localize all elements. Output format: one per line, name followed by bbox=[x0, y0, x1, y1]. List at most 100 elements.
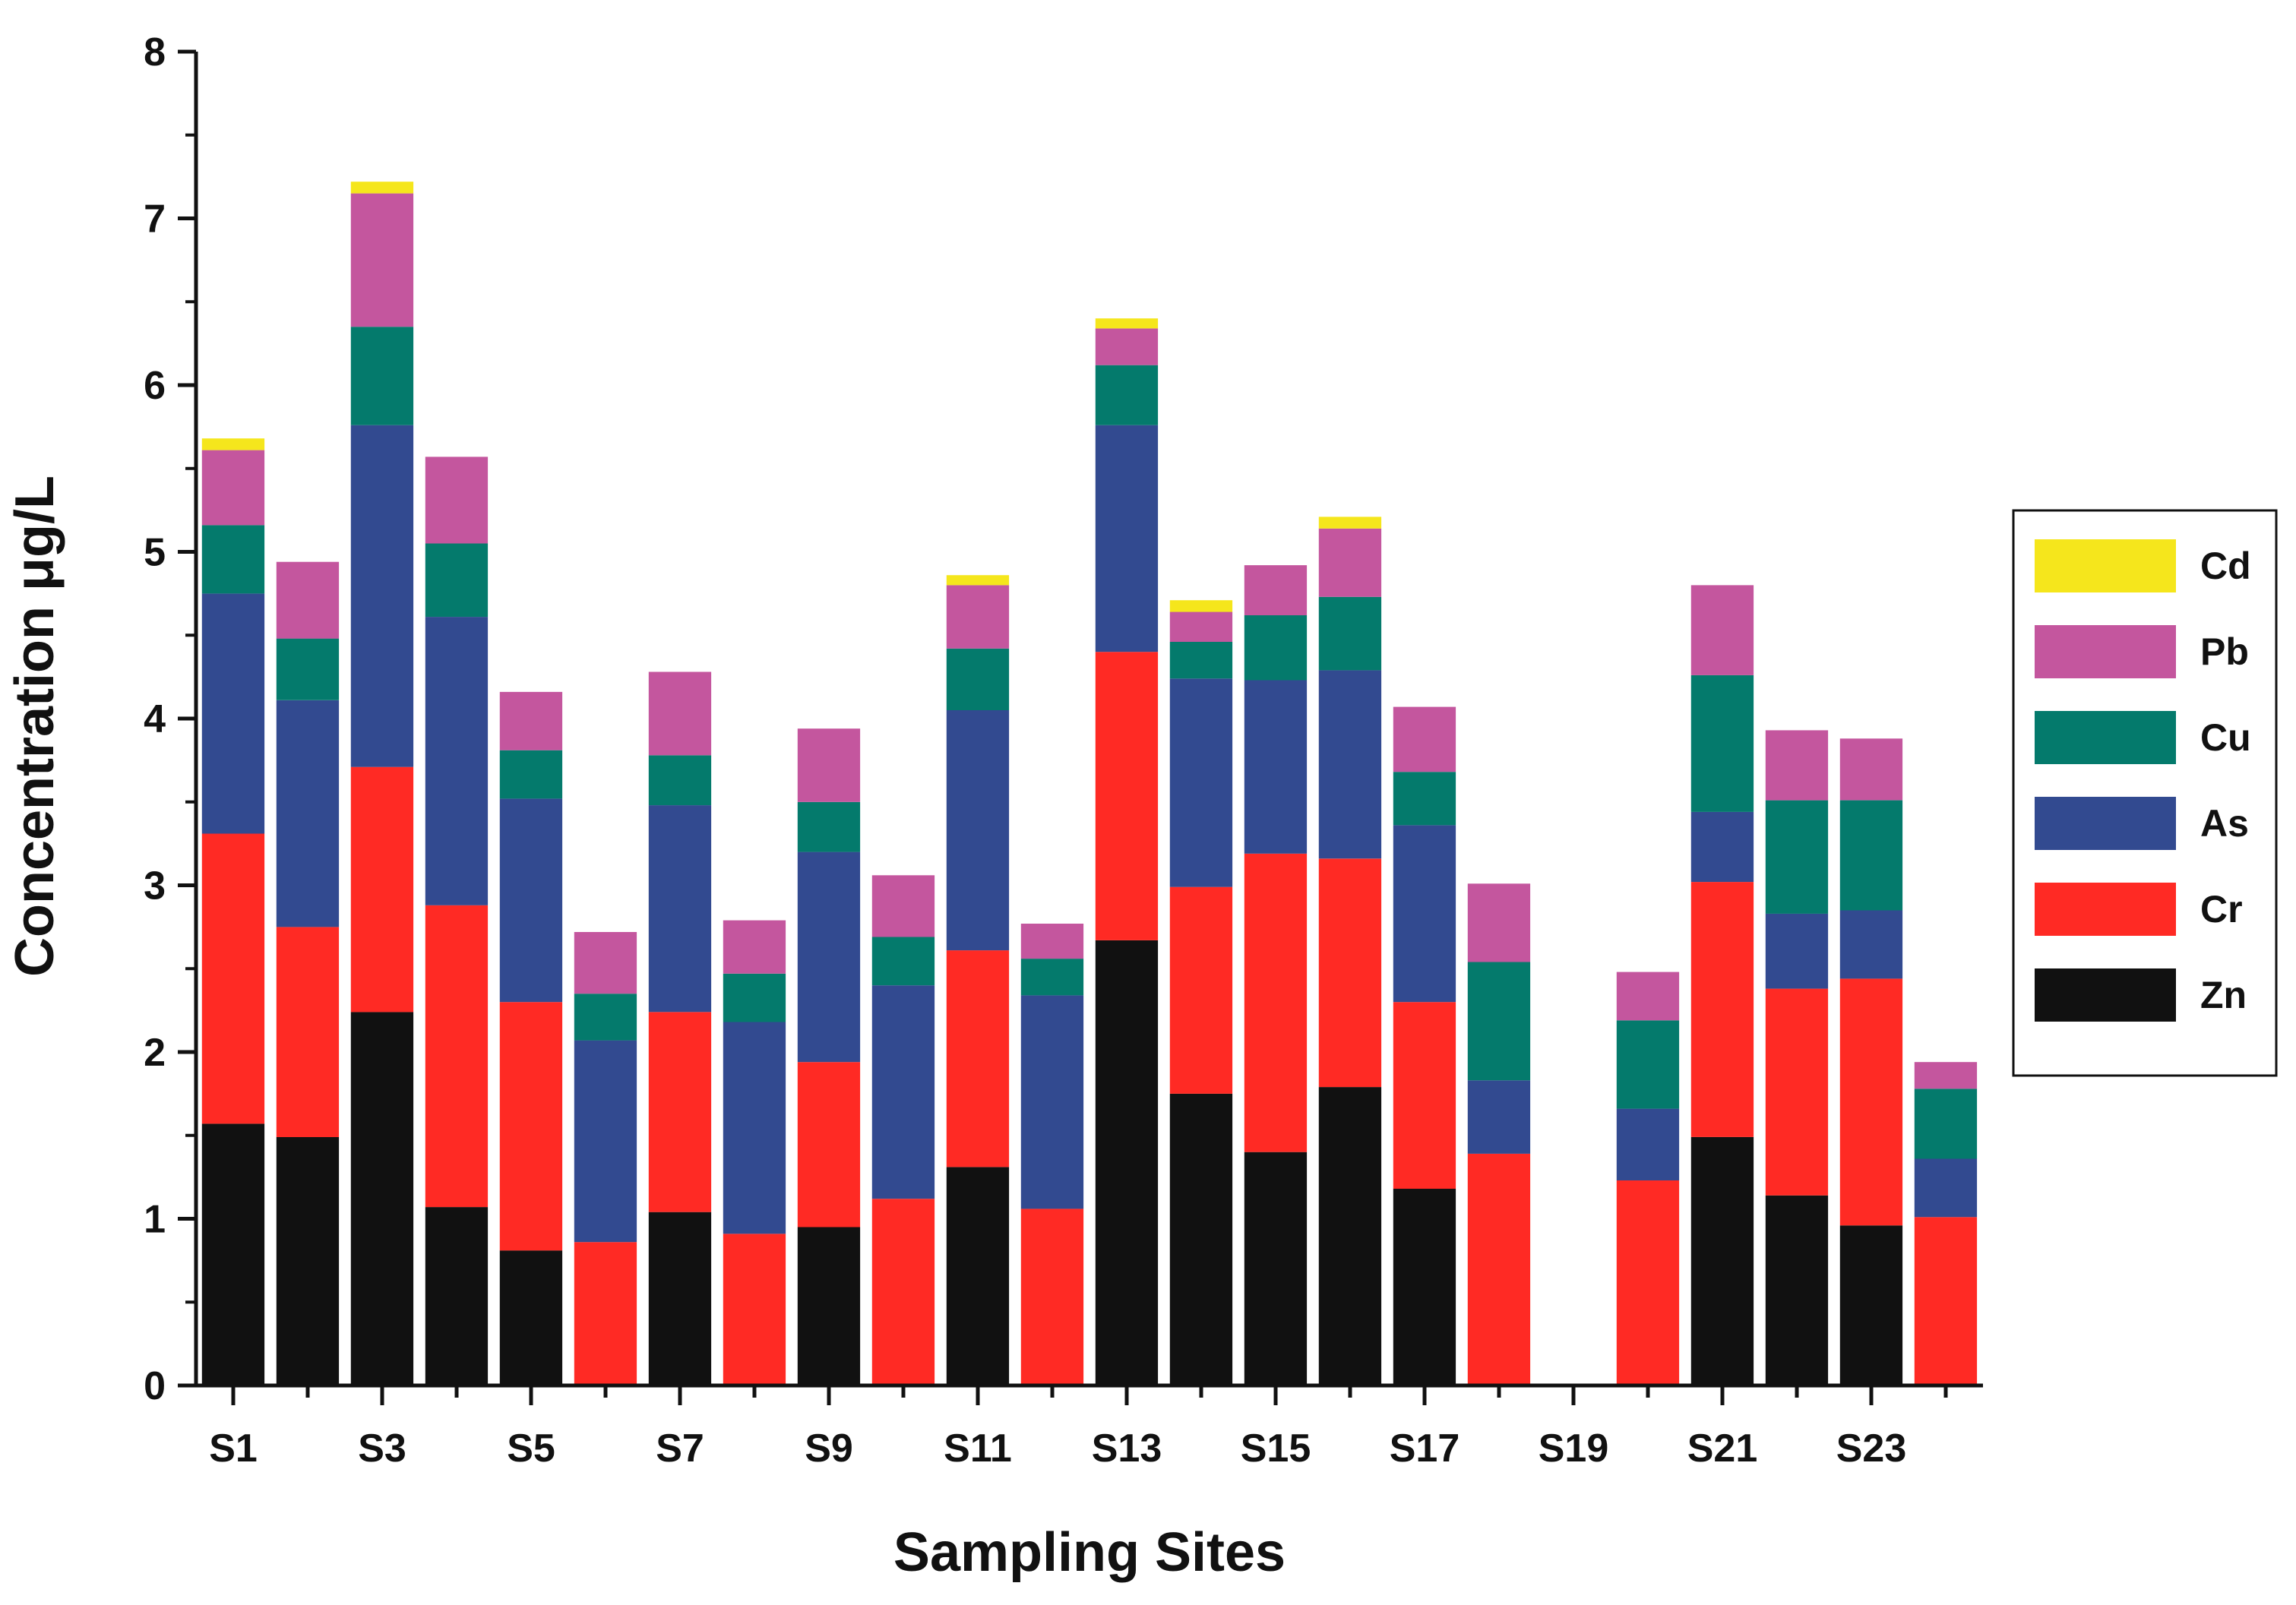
bar-s21-cu bbox=[1690, 675, 1754, 812]
bar-s3-cr bbox=[350, 766, 414, 1013]
bar-s11-cd bbox=[946, 575, 1010, 586]
legend-swatch-cd bbox=[2035, 539, 2176, 592]
bar-s2-zn bbox=[276, 1136, 340, 1385]
bar-s17-as bbox=[1393, 825, 1456, 1003]
bar-s15-zn bbox=[1244, 1152, 1308, 1385]
bar-s8-cu bbox=[723, 973, 786, 1022]
bar-s16-cr bbox=[1318, 858, 1382, 1088]
bar-s20-cr bbox=[1616, 1180, 1680, 1385]
bar-s13-cd bbox=[1095, 318, 1159, 329]
legend-label-cr: Cr bbox=[2200, 888, 2243, 930]
bar-s22-zn bbox=[1765, 1195, 1829, 1385]
bar-s16-cu bbox=[1318, 596, 1382, 671]
legend: Cd Pb Cu As Cr Zn bbox=[2012, 509, 2278, 1077]
bar-s21-pb bbox=[1690, 585, 1754, 675]
bar-s22-cu bbox=[1765, 800, 1829, 914]
x-tick-label: S15 bbox=[1241, 1426, 1311, 1471]
bar-s9-cr bbox=[797, 1062, 861, 1227]
bar-s21-zn bbox=[1690, 1136, 1754, 1385]
bar-s23-as bbox=[1839, 910, 1903, 979]
bar-s4-zn bbox=[425, 1207, 489, 1385]
bar-s6-pb bbox=[574, 932, 637, 994]
y-tick-label: 5 bbox=[144, 531, 166, 575]
bar-s9-zn bbox=[797, 1227, 861, 1385]
x-tick-label: S5 bbox=[507, 1426, 555, 1471]
bar-s20-as bbox=[1616, 1108, 1680, 1180]
bar-s9-cu bbox=[797, 801, 861, 852]
bar-s1-cu bbox=[201, 525, 265, 594]
bar-s14-pb bbox=[1169, 611, 1233, 642]
legend-label-zn: Zn bbox=[2200, 974, 2247, 1016]
bar-s21-as bbox=[1690, 811, 1754, 883]
bar-s23-cr bbox=[1839, 978, 1903, 1226]
bar-s7-cr bbox=[648, 1012, 712, 1212]
bar-s13-as bbox=[1095, 425, 1159, 652]
bar-s23-zn bbox=[1839, 1225, 1903, 1385]
bar-s23-pb bbox=[1839, 738, 1903, 801]
bar-s12-cu bbox=[1020, 959, 1084, 996]
bar-s1-pb bbox=[201, 450, 265, 526]
x-tick-label: S23 bbox=[1836, 1426, 1907, 1471]
y-axis-title: Concentration μg/L bbox=[5, 475, 65, 977]
legend-swatch-cr bbox=[2035, 883, 2176, 936]
bar-s14-cd bbox=[1169, 600, 1233, 612]
x-tick-label: S17 bbox=[1390, 1426, 1460, 1471]
bar-s18-cu bbox=[1467, 962, 1531, 1081]
legend-swatch-pb bbox=[2035, 625, 2176, 678]
y-tick-label: 4 bbox=[144, 697, 166, 741]
bar-s2-cu bbox=[276, 638, 340, 700]
y-tick-label: 0 bbox=[144, 1364, 166, 1408]
bar-s1-zn bbox=[201, 1123, 265, 1385]
y-ticks-group: 0 1 2 3 4 5 6 7 8 bbox=[144, 30, 196, 1408]
x-tick-label: S3 bbox=[358, 1426, 406, 1471]
bar-s15-pb bbox=[1244, 565, 1308, 615]
x-tick-label: S13 bbox=[1092, 1426, 1162, 1471]
bar-s4-pb bbox=[425, 457, 489, 544]
bar-s12-as bbox=[1020, 995, 1084, 1209]
y-tick-label: 3 bbox=[144, 864, 166, 908]
x-axis-title: Sampling Sites bbox=[893, 1522, 1286, 1583]
bar-s10-pb bbox=[871, 875, 935, 937]
bar-s11-cr bbox=[946, 950, 1010, 1167]
legend-swatch-zn bbox=[2035, 968, 2176, 1022]
x-ticks-group: S1 S3 S5 S7 S9 S11 S13 S15 S17 S19 S21 S23 bbox=[209, 1385, 1948, 1471]
x-tick-label: S19 bbox=[1539, 1426, 1609, 1471]
bar-s5-cu bbox=[499, 750, 563, 799]
legend-swatch-as bbox=[2035, 797, 2176, 850]
y-tick-label: 8 bbox=[144, 30, 166, 74]
bar-s4-cu bbox=[425, 543, 489, 618]
legend-swatch-cu bbox=[2035, 711, 2176, 764]
y-tick-label: 6 bbox=[144, 364, 166, 408]
x-tick-label: S9 bbox=[805, 1426, 853, 1471]
bar-s3-pb bbox=[350, 193, 414, 327]
bar-s18-cr bbox=[1467, 1153, 1531, 1385]
bar-s11-zn bbox=[946, 1167, 1010, 1385]
bar-s5-cr bbox=[499, 1002, 563, 1251]
bar-s24-as bbox=[1914, 1158, 1978, 1218]
bar-s1-cr bbox=[201, 833, 265, 1124]
bar-s2-as bbox=[276, 700, 340, 927]
bar-s12-pb bbox=[1020, 924, 1084, 959]
bar-s14-cu bbox=[1169, 642, 1233, 679]
bar-s1-cd bbox=[201, 438, 265, 450]
bar-s12-cr bbox=[1020, 1208, 1084, 1385]
bar-s20-cu bbox=[1616, 1020, 1680, 1109]
bar-s9-pb bbox=[797, 728, 861, 802]
bar-s11-pb bbox=[946, 585, 1010, 649]
bar-s7-zn bbox=[648, 1212, 712, 1385]
bar-s22-as bbox=[1765, 913, 1829, 989]
bar-s22-pb bbox=[1765, 730, 1829, 801]
bar-s3-as bbox=[350, 425, 414, 767]
bar-s16-as bbox=[1318, 670, 1382, 859]
bar-s15-as bbox=[1244, 680, 1308, 854]
bar-s7-pb bbox=[648, 671, 712, 756]
legend-label-as: As bbox=[2200, 802, 2249, 845]
bar-s1-as bbox=[201, 593, 265, 834]
bar-s13-cu bbox=[1095, 365, 1159, 425]
bar-s16-zn bbox=[1318, 1087, 1382, 1385]
bar-s5-pb bbox=[499, 691, 563, 750]
bar-s4-as bbox=[425, 617, 489, 905]
bar-s8-cr bbox=[723, 1234, 786, 1385]
bar-s6-as bbox=[574, 1040, 637, 1243]
x-tick-label: S7 bbox=[656, 1426, 704, 1471]
